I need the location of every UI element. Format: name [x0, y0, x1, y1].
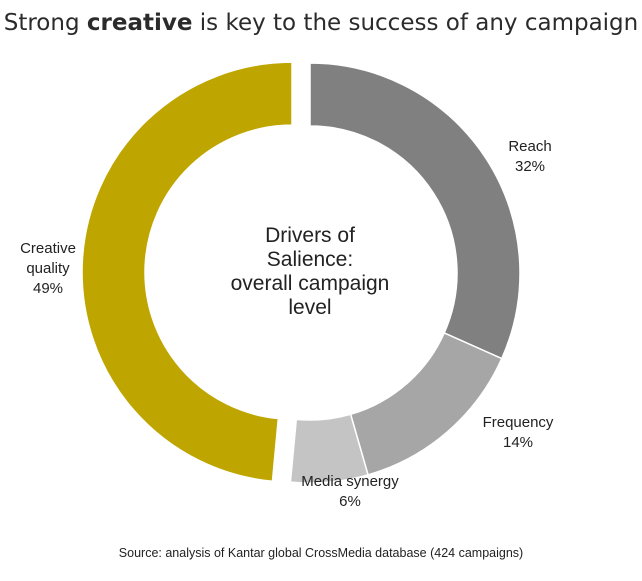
label-creative-quality: Creative quality 49% [6, 239, 90, 299]
label-media-synergy-name: Media synergy [301, 473, 399, 490]
title-suffix: is key to the success of any campaign [199, 10, 639, 36]
donut-slice-creative-quality [81, 61, 293, 483]
label-creative-quality-name: Creative quality [20, 240, 76, 277]
label-reach: Reach 32% [490, 137, 570, 177]
title-prefix: Strong [3, 10, 80, 36]
label-media-synergy: Media synergy 6% [280, 472, 420, 512]
label-reach-value: 32% [514, 158, 546, 175]
label-frequency-name: Frequency [482, 414, 554, 431]
donut-center-label: Drivers of Salience: overall campaign le… [200, 224, 420, 320]
source-note: Source: analysis of Kantar global CrossM… [118, 546, 524, 560]
label-media-synergy-value: 6% [339, 493, 361, 510]
donut-slice-frequency [349, 331, 503, 476]
donut-slice-reach [309, 62, 521, 360]
center-line-2: Salience: [266, 248, 354, 271]
label-creative-quality-value: 49% [32, 280, 64, 297]
donut-slice-media-synergy [289, 413, 369, 484]
title-bold-word: creative [86, 10, 193, 36]
chart-title: Strong creative is key to the success of… [0, 10, 642, 36]
center-line-4: level [288, 296, 332, 319]
label-reach-name: Reach [508, 138, 552, 155]
label-frequency: Frequency 14% [468, 413, 568, 453]
center-line-3: overall campaign [230, 272, 390, 295]
label-frequency-value: 14% [502, 434, 534, 451]
center-line-1: Drivers of [265, 224, 355, 247]
